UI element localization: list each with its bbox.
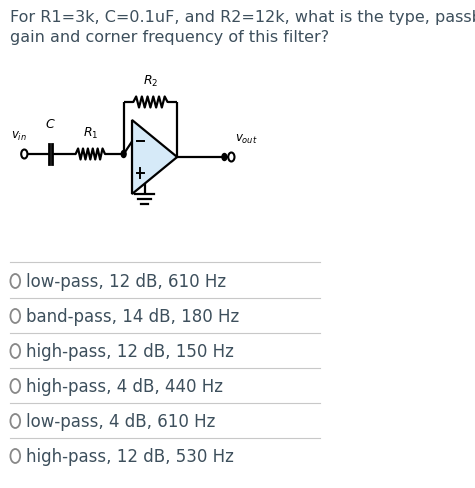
Text: high-pass, 12 dB, 150 Hz: high-pass, 12 dB, 150 Hz <box>26 342 234 360</box>
Circle shape <box>222 154 227 161</box>
Text: low-pass, 12 dB, 610 Hz: low-pass, 12 dB, 610 Hz <box>26 272 226 290</box>
Text: $R_2$: $R_2$ <box>143 74 158 89</box>
Polygon shape <box>132 121 177 195</box>
Text: C: C <box>46 118 55 131</box>
Text: gain and corner frequency of this filter?: gain and corner frequency of this filter… <box>10 30 329 45</box>
Text: band-pass, 14 dB, 180 Hz: band-pass, 14 dB, 180 Hz <box>26 307 239 325</box>
Text: $v_{out}$: $v_{out}$ <box>235 133 257 146</box>
Text: $v_{in}$: $v_{in}$ <box>11 130 28 142</box>
Circle shape <box>121 151 126 158</box>
Text: high-pass, 12 dB, 530 Hz: high-pass, 12 dB, 530 Hz <box>26 447 234 465</box>
Text: low-pass, 4 dB, 610 Hz: low-pass, 4 dB, 610 Hz <box>26 412 215 430</box>
Text: high-pass, 4 dB, 440 Hz: high-pass, 4 dB, 440 Hz <box>26 377 223 395</box>
Text: $R_1$: $R_1$ <box>83 125 98 141</box>
Text: For R1=3k, C=0.1uF, and R2=12k, what is the type, passband: For R1=3k, C=0.1uF, and R2=12k, what is … <box>10 10 475 25</box>
